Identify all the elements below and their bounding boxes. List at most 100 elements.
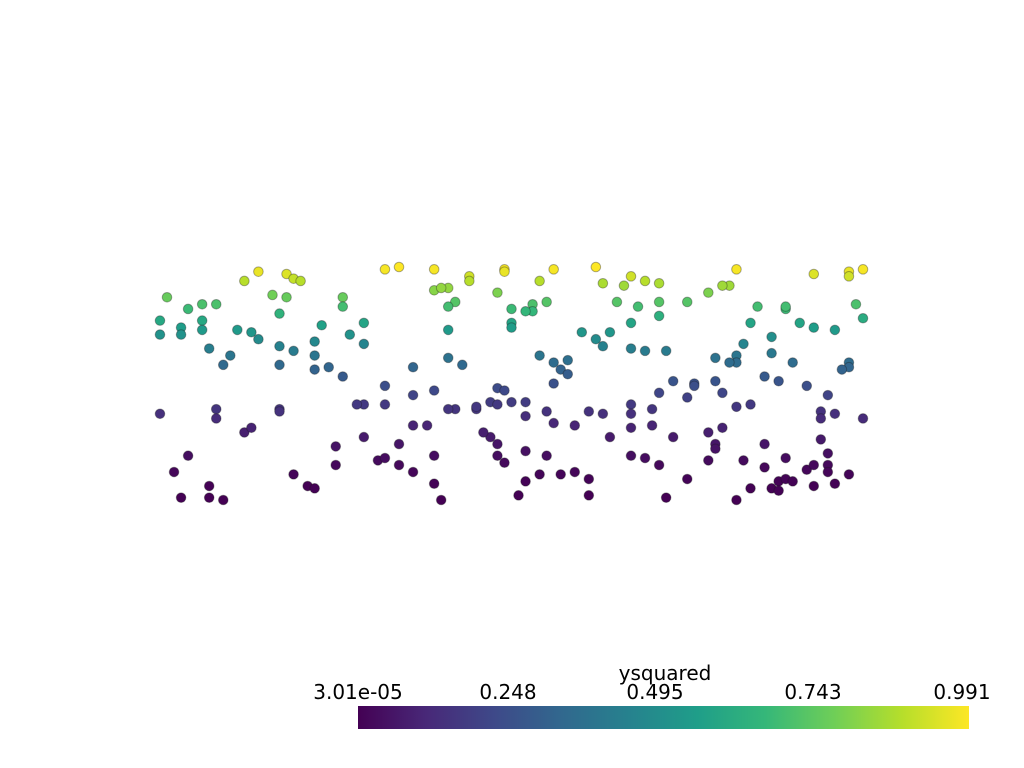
data-point	[822, 448, 834, 459]
data-point	[492, 287, 503, 298]
data-point	[625, 271, 637, 282]
data-point	[393, 261, 405, 273]
data-point	[597, 340, 609, 352]
data-point	[316, 319, 327, 331]
data-point	[379, 452, 391, 464]
data-point	[520, 476, 531, 487]
data-point	[857, 413, 869, 424]
data-point	[337, 301, 349, 312]
data-point	[154, 408, 166, 420]
data-point	[703, 287, 714, 298]
data-point	[520, 396, 531, 408]
data-point	[513, 490, 524, 501]
data-point	[175, 329, 187, 340]
data-point	[815, 434, 827, 445]
data-point	[428, 450, 440, 462]
data-point	[660, 492, 672, 503]
data-point	[358, 338, 370, 350]
data-point	[492, 399, 503, 410]
data-point	[745, 399, 756, 410]
colorbar-tick-label: 0.495	[626, 680, 684, 704]
data-point	[344, 329, 356, 340]
data-point	[154, 329, 166, 340]
data-point	[618, 280, 630, 291]
data-point	[407, 361, 419, 373]
data-point	[681, 473, 693, 485]
data-point	[829, 324, 841, 336]
data-point	[625, 450, 637, 462]
data-point	[203, 343, 215, 354]
data-point	[857, 264, 869, 275]
data-point	[738, 455, 749, 466]
data-point	[688, 380, 700, 392]
data-point	[583, 490, 595, 501]
data-point	[232, 324, 243, 336]
data-point	[653, 310, 665, 322]
data-point	[639, 345, 651, 357]
data-point	[274, 406, 285, 417]
data-point	[210, 413, 222, 424]
data-point	[196, 315, 208, 326]
data-point	[597, 408, 609, 420]
data-point	[442, 403, 454, 415]
data-point	[281, 291, 292, 303]
data-point	[217, 359, 229, 371]
data-point	[449, 296, 461, 308]
data-point	[604, 431, 616, 443]
data-point	[239, 427, 250, 438]
data-point	[717, 422, 728, 434]
data-point	[253, 266, 264, 277]
data-point	[731, 494, 742, 506]
data-point	[646, 420, 658, 431]
data-point	[625, 399, 637, 410]
data-point	[485, 431, 496, 443]
data-point	[442, 301, 454, 312]
data-point	[309, 483, 320, 494]
data-point	[555, 364, 567, 375]
data-point	[780, 301, 791, 312]
data-point	[456, 359, 468, 371]
data-point	[428, 478, 440, 489]
data-point	[541, 450, 552, 462]
colorbar-tick-label: 0.991	[933, 680, 991, 704]
data-point	[309, 336, 320, 347]
data-point	[407, 466, 419, 478]
data-point	[653, 296, 665, 308]
data-point	[857, 312, 869, 324]
data-point	[407, 420, 419, 431]
data-point	[492, 438, 503, 450]
data-point	[548, 357, 559, 368]
data-point	[766, 347, 777, 359]
data-point	[653, 459, 665, 471]
data-point	[710, 352, 721, 364]
data-point	[590, 333, 602, 345]
data-point	[506, 396, 517, 408]
data-point	[203, 480, 215, 492]
data-point	[330, 459, 342, 471]
data-point	[731, 401, 742, 413]
data-point	[590, 261, 602, 273]
data-point	[773, 375, 784, 387]
data-point	[337, 371, 349, 382]
data-point	[611, 296, 623, 308]
data-point	[246, 422, 257, 434]
data-point	[829, 478, 841, 489]
data-point	[175, 492, 187, 503]
data-point	[787, 476, 799, 487]
data-point	[288, 345, 299, 357]
data-point	[625, 317, 637, 329]
data-point	[780, 452, 791, 464]
colorbar	[358, 706, 969, 729]
data-point	[203, 492, 215, 503]
data-point	[379, 264, 391, 275]
data-point	[801, 464, 813, 476]
data-point	[766, 331, 777, 343]
data-point	[653, 387, 665, 399]
data-point	[288, 469, 299, 480]
colorbar-tick-label: 0.743	[784, 680, 842, 704]
data-point	[681, 296, 693, 308]
data-point	[421, 420, 433, 431]
data-point	[759, 371, 770, 382]
data-point	[597, 278, 609, 289]
data-point	[604, 326, 616, 338]
